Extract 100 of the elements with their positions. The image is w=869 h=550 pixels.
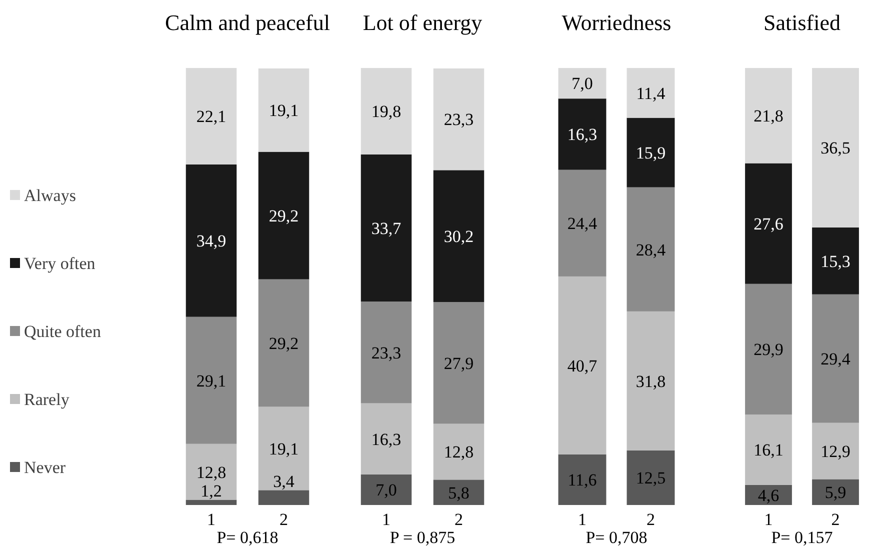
bar <box>360 302 412 404</box>
x-tick-label: 2 <box>646 510 655 530</box>
data-label: 5,9 <box>824 483 846 502</box>
bar <box>812 294 859 423</box>
x-tick-label: 1 <box>207 510 216 530</box>
bar <box>433 424 484 480</box>
bar <box>258 68 310 152</box>
bar <box>360 154 412 302</box>
bar <box>745 414 792 485</box>
bar <box>186 500 237 505</box>
bar <box>812 479 859 505</box>
data-label: 16,3 <box>567 125 598 144</box>
chart-title: Worriedness <box>562 10 672 35</box>
text: P = 0,875 <box>390 528 456 547</box>
data-label: 29,2 <box>268 206 299 226</box>
bar <box>433 480 484 505</box>
data-label: 28,4 <box>636 240 666 260</box>
data-label: 19,1 <box>268 439 299 458</box>
data-label: 36,5 <box>820 138 850 158</box>
bar <box>626 450 675 505</box>
text: P= 0,708 <box>586 528 648 547</box>
x-tick-label: 2 <box>454 510 463 530</box>
data-label: 29,1 <box>196 371 226 390</box>
data-label: 30,2 <box>444 227 474 246</box>
data-label: 11,4 <box>636 84 666 103</box>
bar <box>812 228 859 294</box>
data-label: 3,4 <box>273 472 295 492</box>
data-label: 12,8 <box>196 462 226 482</box>
data-label: 23,3 <box>444 110 474 130</box>
chart-title: Calm and peaceful <box>165 10 330 35</box>
bar <box>186 68 237 164</box>
data-label: 27,9 <box>444 354 474 373</box>
data-label: 29,2 <box>268 334 299 353</box>
data-label: 21,8 <box>754 106 784 126</box>
data-label: 27,6 <box>754 214 784 234</box>
legend-label: Quite often <box>24 322 102 341</box>
bar <box>626 68 675 118</box>
bar <box>360 474 412 505</box>
chart-title: Lot of energy <box>362 10 482 35</box>
data-label: 29,9 <box>754 340 784 360</box>
text: P= 0,157 <box>771 528 834 547</box>
data-label: 29,4 <box>820 350 851 369</box>
x-tick-label: 1 <box>764 510 773 530</box>
bar <box>558 68 606 99</box>
data-label: 22,1 <box>196 107 226 126</box>
bar <box>812 68 859 228</box>
data-label: 4,6 <box>758 486 780 505</box>
chart-title: Satisfied <box>764 10 840 35</box>
legend-label: Rarely <box>24 390 70 409</box>
data-label: 31,8 <box>636 372 666 391</box>
x-tick-label: 1 <box>382 510 390 530</box>
data-label: 19,8 <box>371 102 402 122</box>
x-tick-label: 1 <box>578 510 586 530</box>
bar <box>186 316 237 444</box>
data-label: 12,8 <box>444 442 474 462</box>
data-label: 1,2 <box>200 482 222 501</box>
x-tick-label: 2 <box>280 510 288 530</box>
legend-label: Very often <box>24 254 96 273</box>
data-label: 24,4 <box>567 214 598 234</box>
data-label: 5,8 <box>448 483 470 502</box>
bar <box>558 170 606 276</box>
bar <box>186 164 237 317</box>
data-label: 16,1 <box>754 440 784 460</box>
bar <box>558 276 606 454</box>
data-label: 34,9 <box>196 232 226 251</box>
data-label: 19,1 <box>268 101 299 120</box>
bar <box>360 68 412 154</box>
bar <box>626 311 675 450</box>
bar <box>433 302 484 424</box>
data-label: 33,7 <box>371 218 402 238</box>
bar <box>626 118 675 188</box>
bar <box>745 163 792 284</box>
bar <box>258 490 310 505</box>
bar <box>626 187 675 312</box>
data-label: 11,6 <box>568 470 597 490</box>
text: P= 0,618 <box>216 528 278 547</box>
legend-label: Never <box>24 458 66 477</box>
bar <box>745 68 792 164</box>
bar <box>812 422 859 480</box>
data-label: 40,7 <box>567 356 598 376</box>
bar <box>258 279 310 407</box>
data-label: 15,9 <box>636 144 666 163</box>
data-label: 16,3 <box>371 430 402 449</box>
bar <box>558 98 606 170</box>
data-label: 7,0 <box>376 480 397 500</box>
bar <box>745 284 792 415</box>
data-label: 15,3 <box>820 252 850 271</box>
bar <box>258 152 310 280</box>
data-label: 7,0 <box>572 74 593 94</box>
bar <box>433 68 484 170</box>
legend-label: Always <box>24 186 76 205</box>
bar <box>360 403 412 474</box>
bar <box>433 170 484 302</box>
x-tick-label: 2 <box>831 510 840 530</box>
bar <box>258 406 310 490</box>
bar <box>186 444 237 500</box>
data-label: 12,5 <box>636 468 666 488</box>
data-label: 12,9 <box>820 442 850 461</box>
data-label: 23,3 <box>371 343 402 362</box>
bar <box>558 454 606 505</box>
